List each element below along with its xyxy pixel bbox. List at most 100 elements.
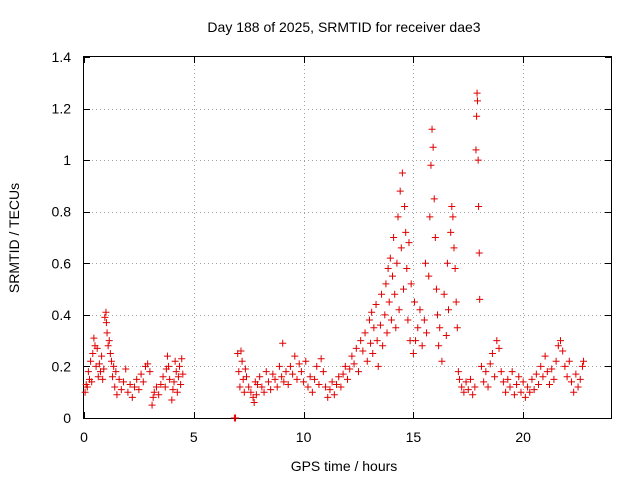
data-point — [100, 365, 108, 373]
data-point — [242, 373, 250, 381]
data-point — [155, 391, 163, 399]
data-point — [407, 280, 415, 288]
data-point — [280, 378, 288, 386]
data-point — [126, 380, 134, 388]
data-point — [88, 378, 96, 386]
data-point — [574, 383, 582, 391]
data-points — [81, 89, 588, 422]
data-point — [428, 125, 436, 133]
data-point — [438, 357, 446, 365]
y-tick-label: 0 — [63, 410, 71, 426]
data-point — [466, 375, 474, 383]
data-point — [245, 383, 253, 391]
data-point — [572, 370, 580, 378]
y-tick-label: 0.2 — [52, 358, 72, 374]
data-point — [324, 393, 332, 401]
data-point — [402, 228, 410, 236]
data-point — [559, 347, 567, 355]
data-point — [471, 383, 479, 391]
data-point — [442, 331, 450, 339]
data-point — [454, 368, 462, 376]
data-point — [328, 378, 336, 386]
x-axis-title: GPS time / hours — [291, 458, 398, 474]
data-point — [537, 362, 545, 370]
data-point — [84, 368, 92, 376]
data-point — [539, 373, 547, 381]
data-point — [506, 383, 514, 391]
data-point — [390, 234, 398, 241]
data-point — [105, 337, 113, 345]
data-point — [389, 272, 397, 280]
data-point — [473, 89, 481, 97]
data-point — [384, 264, 392, 272]
data-point — [435, 342, 443, 350]
data-point — [236, 383, 244, 391]
data-point — [399, 285, 407, 293]
data-point — [137, 370, 145, 378]
data-point — [344, 375, 351, 383]
data-point — [404, 316, 412, 324]
data-point — [391, 290, 399, 298]
data-point — [460, 388, 468, 396]
data-point — [528, 375, 536, 383]
plot-frame — [83, 56, 612, 419]
data-point — [464, 386, 472, 394]
data-point — [524, 383, 532, 391]
data-point — [115, 375, 123, 383]
data-point — [543, 368, 551, 376]
data-point — [273, 383, 281, 391]
data-point — [252, 391, 260, 399]
data-point — [436, 324, 444, 332]
data-point — [311, 375, 319, 383]
data-point — [451, 264, 459, 272]
data-point — [165, 362, 173, 370]
data-point — [497, 368, 505, 376]
data-point — [548, 365, 556, 373]
data-point — [241, 365, 249, 373]
x-tick-label: 15 — [406, 429, 422, 445]
data-point — [429, 143, 437, 151]
data-point — [504, 375, 512, 383]
data-point — [449, 213, 457, 221]
data-point — [480, 378, 488, 386]
data-point — [104, 342, 112, 350]
data-point — [300, 378, 308, 386]
data-point — [530, 386, 538, 394]
data-point — [382, 280, 390, 288]
data-point — [392, 324, 400, 332]
data-point — [394, 213, 402, 221]
data-point — [361, 329, 369, 337]
data-point — [308, 388, 316, 396]
data-point — [546, 380, 554, 388]
data-point — [519, 378, 527, 386]
data-point — [405, 239, 413, 247]
data-point — [369, 350, 377, 358]
data-point — [387, 316, 395, 324]
y-tick-label: 0.6 — [52, 255, 72, 271]
data-point — [232, 414, 240, 422]
data-point — [383, 329, 391, 337]
data-point — [513, 380, 521, 388]
data-point — [434, 311, 442, 319]
data-point — [122, 365, 130, 373]
data-point — [403, 264, 411, 272]
data-point — [341, 362, 349, 370]
data-point — [264, 378, 272, 386]
data-point — [427, 161, 435, 169]
data-point — [535, 380, 543, 388]
data-point — [111, 383, 119, 391]
data-point — [396, 187, 404, 195]
data-point — [297, 368, 305, 376]
data-point — [95, 360, 103, 368]
data-point — [87, 357, 95, 365]
x-tick-label: 10 — [296, 429, 312, 445]
y-tick-label: 1.2 — [52, 101, 72, 117]
data-point — [93, 344, 101, 352]
data-point — [326, 386, 334, 394]
data-point — [335, 373, 343, 381]
data-point — [508, 368, 516, 376]
data-point — [150, 388, 158, 396]
data-point — [173, 388, 181, 396]
data-point — [426, 213, 434, 221]
data-point — [144, 360, 152, 368]
